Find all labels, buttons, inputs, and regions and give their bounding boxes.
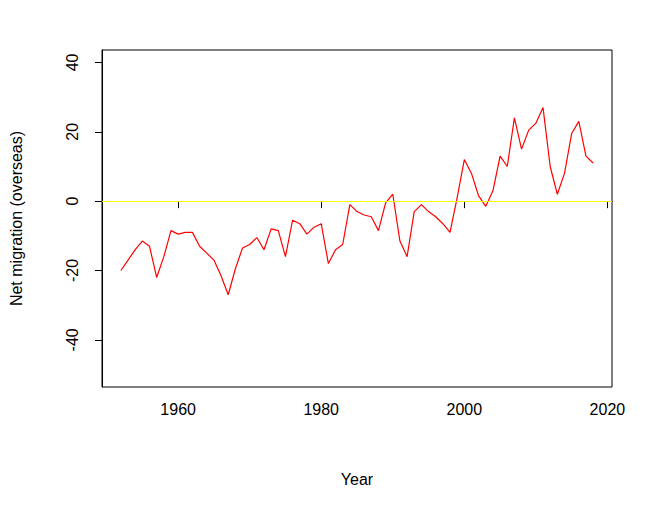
svg-text:1960: 1960 xyxy=(160,401,196,418)
svg-text:2020: 2020 xyxy=(590,401,626,418)
svg-text:-20: -20 xyxy=(64,259,81,282)
svg-text:-40: -40 xyxy=(64,328,81,351)
svg-text:20: 20 xyxy=(64,123,81,141)
svg-text:Net migration (overseas): Net migration (overseas) xyxy=(8,131,25,306)
svg-text:0: 0 xyxy=(64,197,81,206)
svg-text:40: 40 xyxy=(64,53,81,71)
svg-text:1980: 1980 xyxy=(303,401,339,418)
svg-text:Year: Year xyxy=(341,471,374,488)
svg-text:2000: 2000 xyxy=(447,401,483,418)
